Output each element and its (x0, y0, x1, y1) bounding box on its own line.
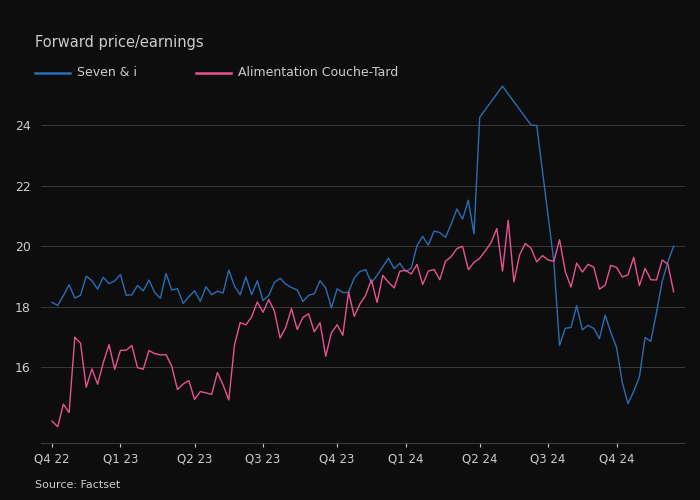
Text: Alimentation Couche-Tard: Alimentation Couche-Tard (238, 66, 398, 79)
Text: Forward price/earnings: Forward price/earnings (35, 35, 204, 50)
Text: Source: Factset: Source: Factset (35, 480, 120, 490)
Text: Seven & i: Seven & i (77, 66, 137, 79)
